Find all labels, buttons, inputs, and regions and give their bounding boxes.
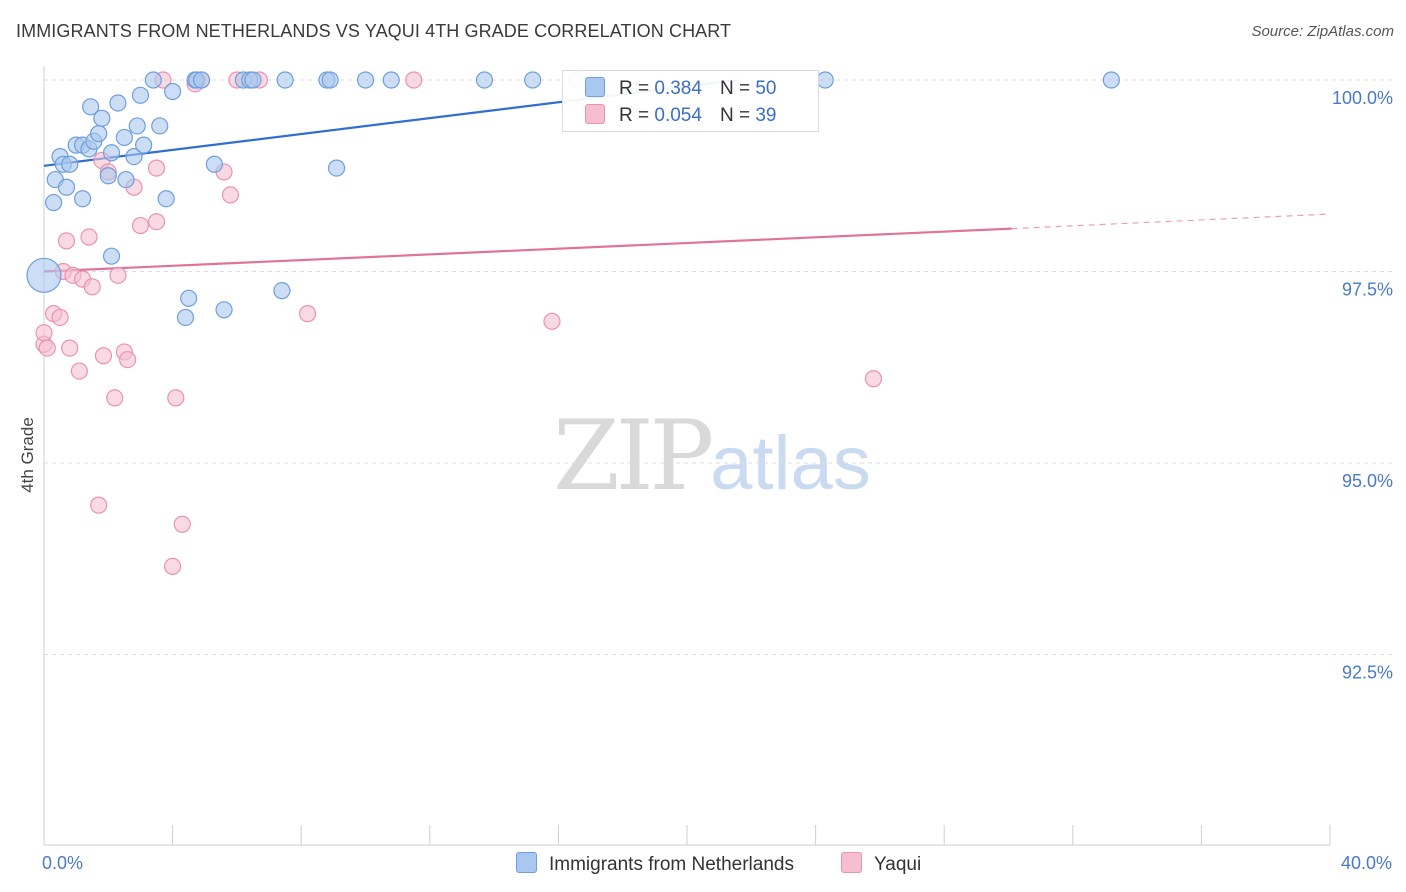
yaqui-point	[83, 278, 101, 296]
gridlines	[44, 79, 1396, 655]
netherlands-point	[327, 159, 346, 177]
yaqui-trend-extension	[1011, 213, 1331, 230]
legend-r-label: R =	[619, 78, 650, 99]
netherlands-point	[115, 128, 133, 147]
legend-n-label: N =	[719, 78, 751, 99]
netherlands-point	[273, 282, 291, 300]
yaqui-point	[164, 557, 182, 576]
yaqui-point	[90, 496, 108, 514]
netherlands-point	[99, 167, 117, 185]
yaqui-point	[299, 305, 317, 323]
netherlands-point	[26, 257, 62, 293]
netherlands-points	[26, 71, 1120, 327]
netherlands-point	[57, 178, 76, 196]
legend-r-label: R =	[619, 105, 650, 126]
netherlands-point	[117, 170, 135, 189]
legend-r-value: 0.384	[654, 78, 702, 99]
netherlands-point	[157, 190, 175, 208]
bottom-legend-netherlands: Immigrants from Netherlands	[516, 852, 794, 876]
yaqui-point	[147, 159, 166, 177]
bottom-legend-label: Immigrants from Netherlands	[549, 854, 794, 875]
yaqui-points	[35, 71, 883, 576]
netherlands-point	[321, 71, 339, 89]
netherlands-point	[135, 136, 153, 154]
netherlands-point	[475, 71, 494, 89]
legend-row-netherlands: R = 0.384 N = 50	[585, 77, 776, 99]
netherlands-point	[1102, 71, 1120, 89]
yaqui-point	[405, 71, 423, 89]
bottom-legend-label: Yaqui	[874, 854, 922, 875]
x-tick-label: 0.0%	[42, 853, 83, 873]
yaqui-point	[35, 324, 53, 342]
yaqui-trend-line	[43, 227, 1012, 273]
bottom-legend-yaqui: Yaqui	[841, 852, 921, 876]
yaqui-point	[173, 515, 191, 533]
correlation-legend: R = 0.384 N = 50 R = 0.054 N = 39	[562, 70, 819, 132]
chart-title: IMMIGRANTS FROM NETHERLANDS VS YAQUI 4TH…	[16, 21, 732, 41]
netherlands-point	[244, 71, 262, 89]
netherlands-point	[382, 71, 400, 89]
netherlands-point	[356, 71, 375, 89]
yaqui-point	[57, 232, 76, 250]
netherlands-point	[205, 155, 223, 173]
netherlands-point	[176, 308, 195, 327]
netherlands-point	[61, 155, 79, 173]
yaqui-point	[543, 312, 561, 330]
netherlands-point	[151, 117, 169, 135]
netherlands-point	[128, 117, 146, 135]
netherlands-point	[45, 193, 63, 212]
axes	[43, 66, 1331, 846]
legend-row-yaqui: R = 0.054 N = 39	[585, 104, 776, 126]
yaqui-point	[70, 362, 88, 380]
yaqui-point	[118, 350, 137, 369]
netherlands-point	[276, 71, 294, 89]
chart-source: Source: ZipAtlas.com	[1251, 23, 1394, 40]
yaqui-point	[61, 339, 79, 357]
y-tick-label: 97.5%	[1342, 280, 1393, 300]
netherlands-point	[73, 190, 92, 208]
legend-n-label: N =	[719, 105, 751, 126]
netherlands-point	[164, 82, 182, 101]
netherlands-point	[180, 289, 198, 307]
yaqui-point	[106, 389, 124, 407]
yaqui-point	[94, 347, 113, 365]
netherlands-point	[524, 71, 542, 89]
netherlands-point	[93, 109, 111, 127]
legend-swatch-pink	[585, 104, 605, 124]
netherlands-point	[816, 71, 834, 89]
yaqui-point	[51, 308, 69, 327]
netherlands-point	[102, 247, 121, 265]
yaqui-point	[221, 186, 240, 204]
netherlands-point	[192, 71, 211, 89]
legend-swatch-blue	[585, 77, 605, 97]
netherlands-point	[125, 148, 143, 166]
netherlands-point	[82, 98, 100, 116]
y-tick-label: 95.0%	[1342, 471, 1393, 491]
netherlands-point	[131, 86, 150, 104]
netherlands-point	[109, 94, 127, 112]
yaqui-point	[147, 213, 166, 231]
yaqui-point	[131, 216, 150, 235]
yaqui-point	[167, 389, 185, 407]
netherlands-point	[90, 125, 108, 143]
yaqui-point	[109, 266, 127, 284]
yaqui-point	[864, 370, 883, 388]
y-tick-label: 100.0%	[1332, 88, 1393, 108]
bottom-legend-swatch-blue	[516, 852, 537, 873]
legend-r-value: 0.054	[654, 105, 702, 126]
bottom-legend-swatch-pink	[841, 852, 862, 873]
yaqui-point	[80, 228, 98, 246]
x-tick-label: 40.0%	[1341, 853, 1392, 873]
legend-n-value: 39	[755, 105, 777, 126]
tick-labels: 100.0% 97.5% 95.0% 92.5% 0.0% 40.0%	[42, 88, 1393, 873]
netherlands-point	[215, 301, 233, 319]
y-tick-label: 92.5%	[1342, 663, 1393, 683]
legend-n-value: 50	[755, 78, 777, 99]
netherlands-point	[144, 71, 162, 89]
netherlands-point	[102, 144, 121, 162]
yaqui-point	[38, 339, 56, 357]
